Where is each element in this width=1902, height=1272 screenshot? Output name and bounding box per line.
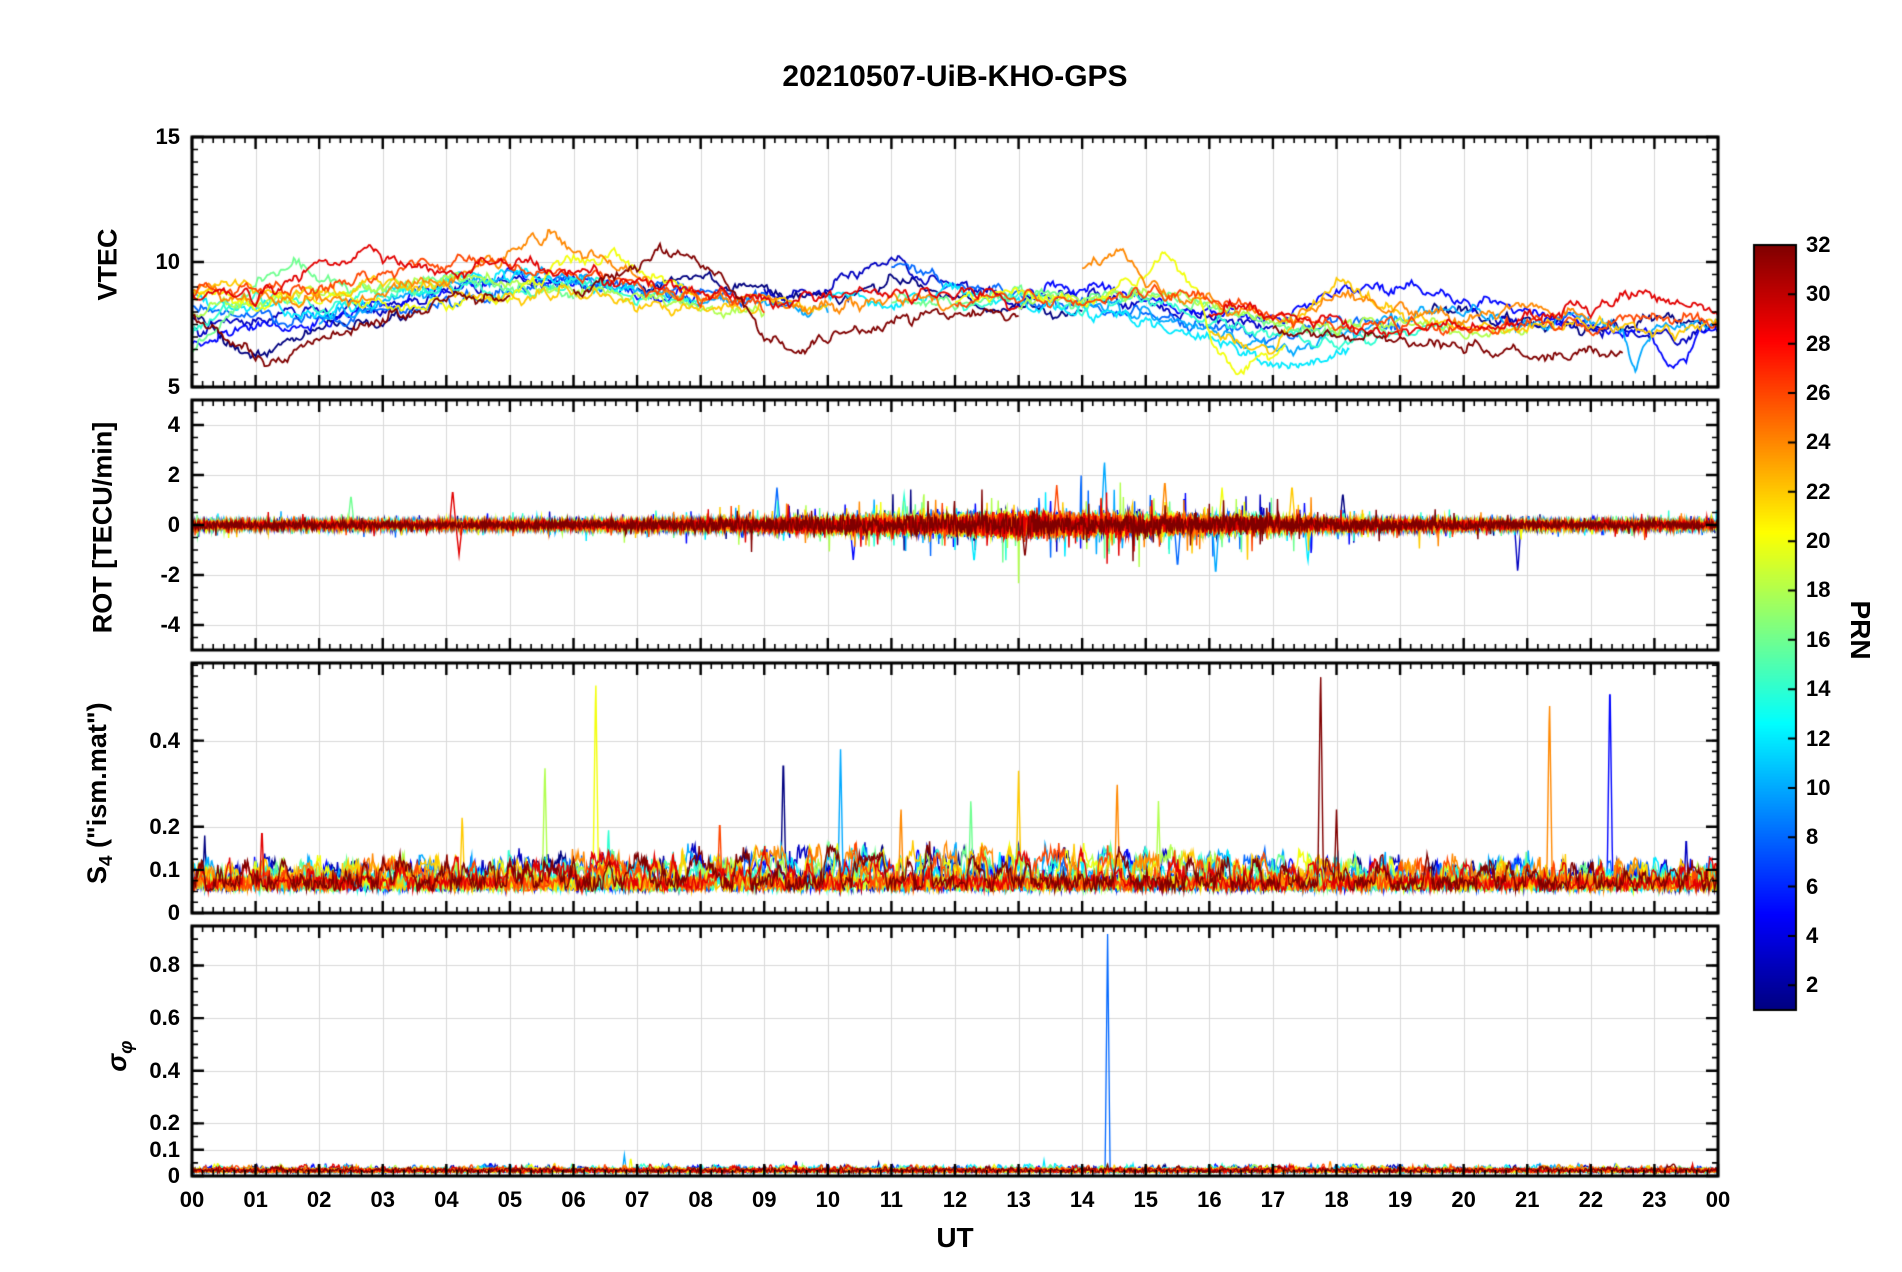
y-tick-label: -2	[160, 562, 180, 587]
x-tick-label: 08	[688, 1187, 713, 1212]
y-tick-label: 0.4	[149, 727, 180, 753]
y-tick-label: 0.8	[149, 952, 180, 978]
x-tick-label: 02	[306, 1187, 332, 1212]
x-tick-label: 14	[1069, 1187, 1095, 1212]
colorbar-tick-label: 16	[1806, 626, 1831, 652]
chart-title: 20210507-UiB-KHO-GPS	[782, 60, 1128, 93]
y-tick-label: 0	[167, 512, 180, 537]
colorbar-tick-label: 32	[1806, 232, 1831, 257]
x-tick-label: 19	[1387, 1187, 1413, 1212]
x-tick-label: 21	[1515, 1187, 1540, 1212]
colorbar-tick-label: 14	[1806, 676, 1831, 702]
y-tick-label: 0.2	[149, 1110, 180, 1136]
colorbar-tick-label: 22	[1806, 478, 1831, 504]
x-tick-label: 03	[370, 1187, 395, 1212]
y-tick-label: 2	[167, 462, 180, 487]
y-tick-label: 0.6	[149, 1005, 180, 1031]
colorbar-tick-label: 8	[1806, 824, 1819, 850]
y-tick-label: -4	[160, 612, 180, 637]
x-tick-label: 00	[1705, 1187, 1731, 1212]
x-tick-label: 17	[1260, 1187, 1286, 1212]
colorbar-tick-label: 28	[1806, 330, 1831, 356]
y-tick-label: 0.1	[149, 856, 180, 882]
y-tick-label: 0	[167, 1163, 180, 1188]
ylabel-sigma-sub: φ	[116, 1040, 138, 1054]
colorbar-tick-label: 18	[1806, 577, 1831, 603]
x-tick-label: 01	[243, 1187, 268, 1212]
colorbar-tick-label: 10	[1806, 774, 1831, 800]
x-tick-label: 10	[815, 1187, 841, 1212]
x-tick-label: 18	[1324, 1187, 1349, 1212]
y-tick-label: 4	[167, 412, 180, 437]
x-tick-label: 15	[1133, 1187, 1158, 1212]
y-tick-label: 10	[155, 249, 180, 274]
x-tick-label: 11	[879, 1187, 904, 1212]
y-tick-label: 5	[167, 374, 180, 399]
colorbar-tick-label: 6	[1806, 873, 1819, 899]
x-tick-label: 07	[624, 1187, 650, 1212]
colorbar-tick-label: 4	[1806, 922, 1819, 948]
y-tick-label: 0.1	[149, 1136, 180, 1162]
x-tick-label: 13	[1006, 1187, 1031, 1212]
x-tick-label: 16	[1197, 1187, 1222, 1212]
x-tick-label: 04	[434, 1187, 459, 1212]
x-tick-label: 12	[942, 1187, 968, 1212]
y-tick-label: 15	[155, 124, 180, 149]
x-tick-label: 06	[561, 1187, 586, 1212]
colorbar-tick-label: 24	[1806, 429, 1831, 455]
x-tick-label: 20	[1451, 1187, 1476, 1212]
colorbar-tick-label: 2	[1806, 972, 1819, 998]
y-tick-label: 0.4	[149, 1057, 180, 1083]
y-tick-label: 0	[167, 900, 180, 925]
x-tick-label: 09	[752, 1187, 777, 1212]
colorbar-tick-label: 26	[1806, 380, 1831, 406]
colorbar-tick-label: 20	[1806, 528, 1831, 554]
x-tick-label: 00	[179, 1187, 205, 1212]
x-tick-label: 22	[1578, 1187, 1604, 1212]
x-tick-label: 23	[1642, 1187, 1667, 1212]
x-tick-label: 05	[497, 1187, 523, 1212]
colorbar-tick-label: 30	[1806, 281, 1831, 307]
y-tick-label: 0.2	[149, 813, 180, 839]
colorbar-tick-label: 12	[1806, 725, 1831, 751]
x-axis-label: UT	[936, 1222, 974, 1253]
